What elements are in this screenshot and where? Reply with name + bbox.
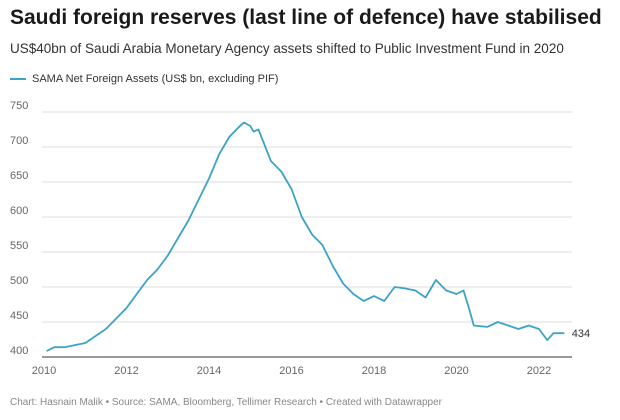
x-tick-label: 2020 xyxy=(444,365,468,377)
x-tick-label: 2022 xyxy=(527,365,551,377)
grid-layer xyxy=(42,111,572,358)
y-tick-label: 450 xyxy=(10,310,28,322)
end-value-label: 434 xyxy=(572,328,590,340)
chart-title: Saudi foreign reserves (last line of def… xyxy=(10,6,602,29)
x-tick-label: 2014 xyxy=(197,365,221,377)
y-tick-label: 500 xyxy=(10,275,28,287)
x-tick-label: 2012 xyxy=(114,365,138,377)
legend-swatch xyxy=(10,78,26,80)
y-tick-label: 700 xyxy=(10,135,28,147)
y-tick-label: 650 xyxy=(10,170,28,182)
chart-footer: Chart: Hasnain Malik • Source: SAMA, Blo… xyxy=(10,397,442,408)
series-line xyxy=(46,121,565,352)
chart-subtitle: US$40bn of Saudi Arabia Monetary Agency … xyxy=(10,41,564,56)
y-tick-label: 400 xyxy=(10,345,28,357)
y-tick-label: 550 xyxy=(10,240,28,252)
chart-legend: SAMA Net Foreign Assets (US$ bn, excludi… xyxy=(10,73,278,85)
legend-label: SAMA Net Foreign Assets (US$ bn, excludi… xyxy=(32,73,279,85)
x-tick-label: 2016 xyxy=(279,365,303,377)
tick-layer: 400 450 500 550 600 650 700 750 2010 2012 2014 2016… xyxy=(10,100,551,377)
x-tick-label: 2010 xyxy=(32,365,56,377)
y-tick-label: 600 xyxy=(10,205,28,217)
series-layer: 434 xyxy=(46,121,590,352)
y-tick-label: 750 xyxy=(10,100,28,112)
x-tick-label: 2018 xyxy=(362,365,386,377)
